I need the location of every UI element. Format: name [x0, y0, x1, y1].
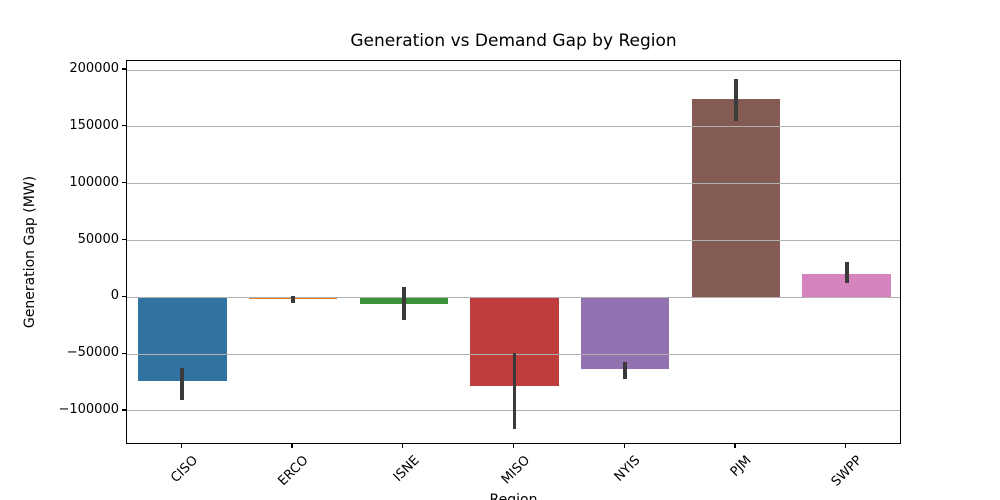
- x-tick-label-swpp: SWPP: [828, 453, 866, 490]
- y-tick-mark: [122, 68, 126, 70]
- x-tick-mark: [180, 444, 182, 448]
- x-tick-mark: [402, 444, 404, 448]
- y-tick-mark: [122, 125, 126, 127]
- gridline-y-200000: [127, 69, 900, 71]
- error-bar-erco: [291, 296, 295, 304]
- x-tick-label-isne: ISNE: [390, 453, 423, 485]
- error-bar-pjm: [734, 79, 738, 122]
- y-tick-mark: [122, 295, 126, 297]
- bar-swpp: [802, 274, 891, 298]
- y-tick-label: −50000: [66, 345, 119, 361]
- x-tick-label-miso: MISO: [498, 453, 534, 488]
- error-bar-ciso: [180, 367, 185, 400]
- x-tick-mark: [845, 444, 847, 448]
- y-tick-mark: [122, 238, 126, 241]
- y-tick-label: 100000: [69, 174, 119, 190]
- y-tick-mark: [122, 352, 126, 354]
- y-tick-mark: [122, 182, 126, 184]
- error-bar-swpp: [844, 262, 849, 284]
- y-tick-label: 200000: [69, 61, 119, 77]
- y-axis-label: Generation Gap (MW): [22, 175, 38, 329]
- x-tick-mark: [623, 444, 625, 448]
- y-tick-label: 0: [110, 288, 119, 304]
- bar-ciso: [138, 297, 227, 381]
- gridline-y-0: [127, 296, 900, 298]
- plot-area: [126, 60, 901, 444]
- y-tick-label: 150000: [69, 117, 119, 133]
- bar-nyis: [580, 297, 670, 370]
- gridline-y-50000: [127, 240, 900, 241]
- bar-pjm: [691, 99, 781, 298]
- y-tick-label: −100000: [58, 401, 119, 417]
- x-tick-label-erco: ERCO: [275, 453, 312, 490]
- error-bar-nyis: [623, 362, 628, 379]
- x-tick-mark: [291, 444, 293, 448]
- gridline-y-100000: [127, 183, 900, 185]
- x-tick-mark: [734, 444, 736, 448]
- x-tick-mark: [512, 444, 515, 448]
- y-tick-mark: [122, 409, 126, 411]
- x-tick-label-pjm: PJM: [727, 453, 755, 480]
- x-tick-label-ciso: CISO: [168, 453, 201, 486]
- error-bar-miso: [512, 352, 517, 430]
- error-bar-isne: [401, 286, 406, 320]
- y-tick-label: 50000: [77, 231, 119, 247]
- chart-title: Generation vs Demand Gap by Region: [350, 31, 677, 51]
- gridline-y-150000: [127, 126, 900, 128]
- x-tick-label-nyis: NYIS: [612, 453, 644, 485]
- x-axis-label: Region: [489, 492, 538, 500]
